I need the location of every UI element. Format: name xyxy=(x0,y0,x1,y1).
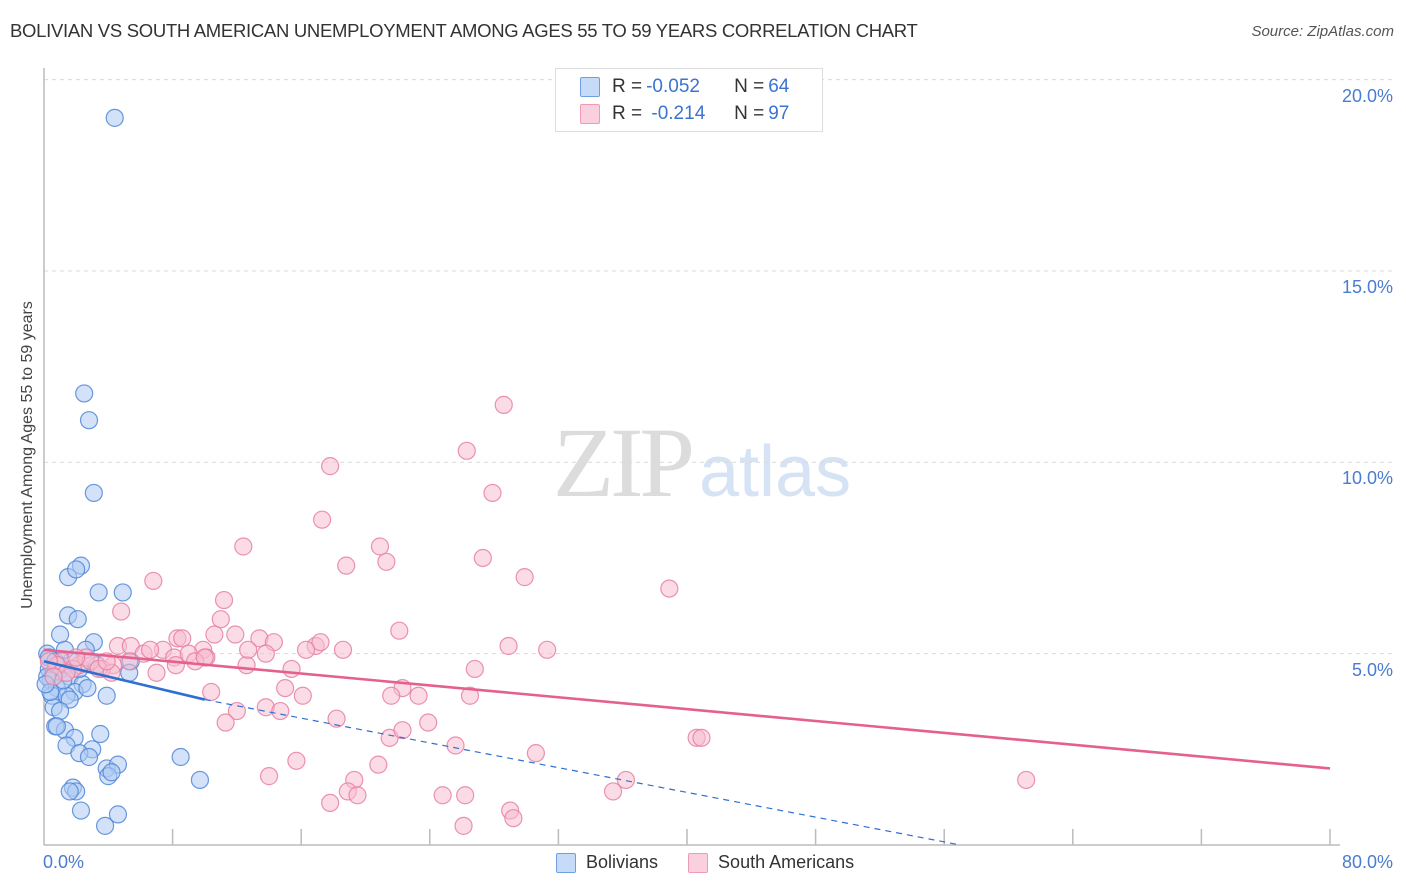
r-value: -0.052 xyxy=(646,76,700,97)
y-tick-15: 15.0% xyxy=(1341,277,1393,297)
n-label: N = xyxy=(734,103,765,124)
x-tick-0: 0.0% xyxy=(43,852,85,872)
legend-label: Bolivians xyxy=(586,852,659,872)
gridlines xyxy=(44,79,1395,655)
bolivians-points xyxy=(36,108,210,835)
trend-lines xyxy=(43,648,1331,846)
chart-title: BOLIVIAN VS SOUTH AMERICAN UNEMPLOYMENT … xyxy=(10,20,918,41)
y-axis-label: Unemployment Among Ages 55 to 59 years xyxy=(19,301,36,609)
legend-item-bolivians[interactable]: Bolivians xyxy=(556,852,658,873)
legend-label: South Americans xyxy=(718,852,855,872)
stats-legend: R = -0.052 N = 64 R = -0.214 N = 97 xyxy=(555,68,823,132)
blue-swatch-icon xyxy=(580,77,600,97)
blue-swatch-icon xyxy=(556,852,576,873)
stats-row-bolivians: R = -0.052 N = 64 xyxy=(580,76,789,98)
pink-swatch-icon xyxy=(688,852,709,873)
axes xyxy=(43,68,1340,846)
stats-row-south-americans: R = -0.214 N = 97 xyxy=(580,103,789,125)
n-label: N = xyxy=(734,76,765,97)
n-value: 97 xyxy=(768,103,790,124)
n-value: 64 xyxy=(768,76,790,97)
r-value: -0.214 xyxy=(646,103,706,124)
pink-swatch-icon xyxy=(580,104,600,124)
source-credit: Source: ZipAtlas.com xyxy=(1251,23,1394,40)
y-tick-20: 20.0% xyxy=(1341,86,1393,106)
y-tick-5: 5.0% xyxy=(1351,660,1393,680)
x-tick-80: 80.0% xyxy=(1341,852,1393,872)
r-label: R = xyxy=(612,103,643,124)
r-label: R = xyxy=(612,76,643,97)
series-legend: Bolivians South Americans xyxy=(556,852,884,873)
legend-item-south-americans[interactable]: South Americans xyxy=(688,852,854,873)
y-tick-10: 10.0% xyxy=(1341,468,1393,488)
